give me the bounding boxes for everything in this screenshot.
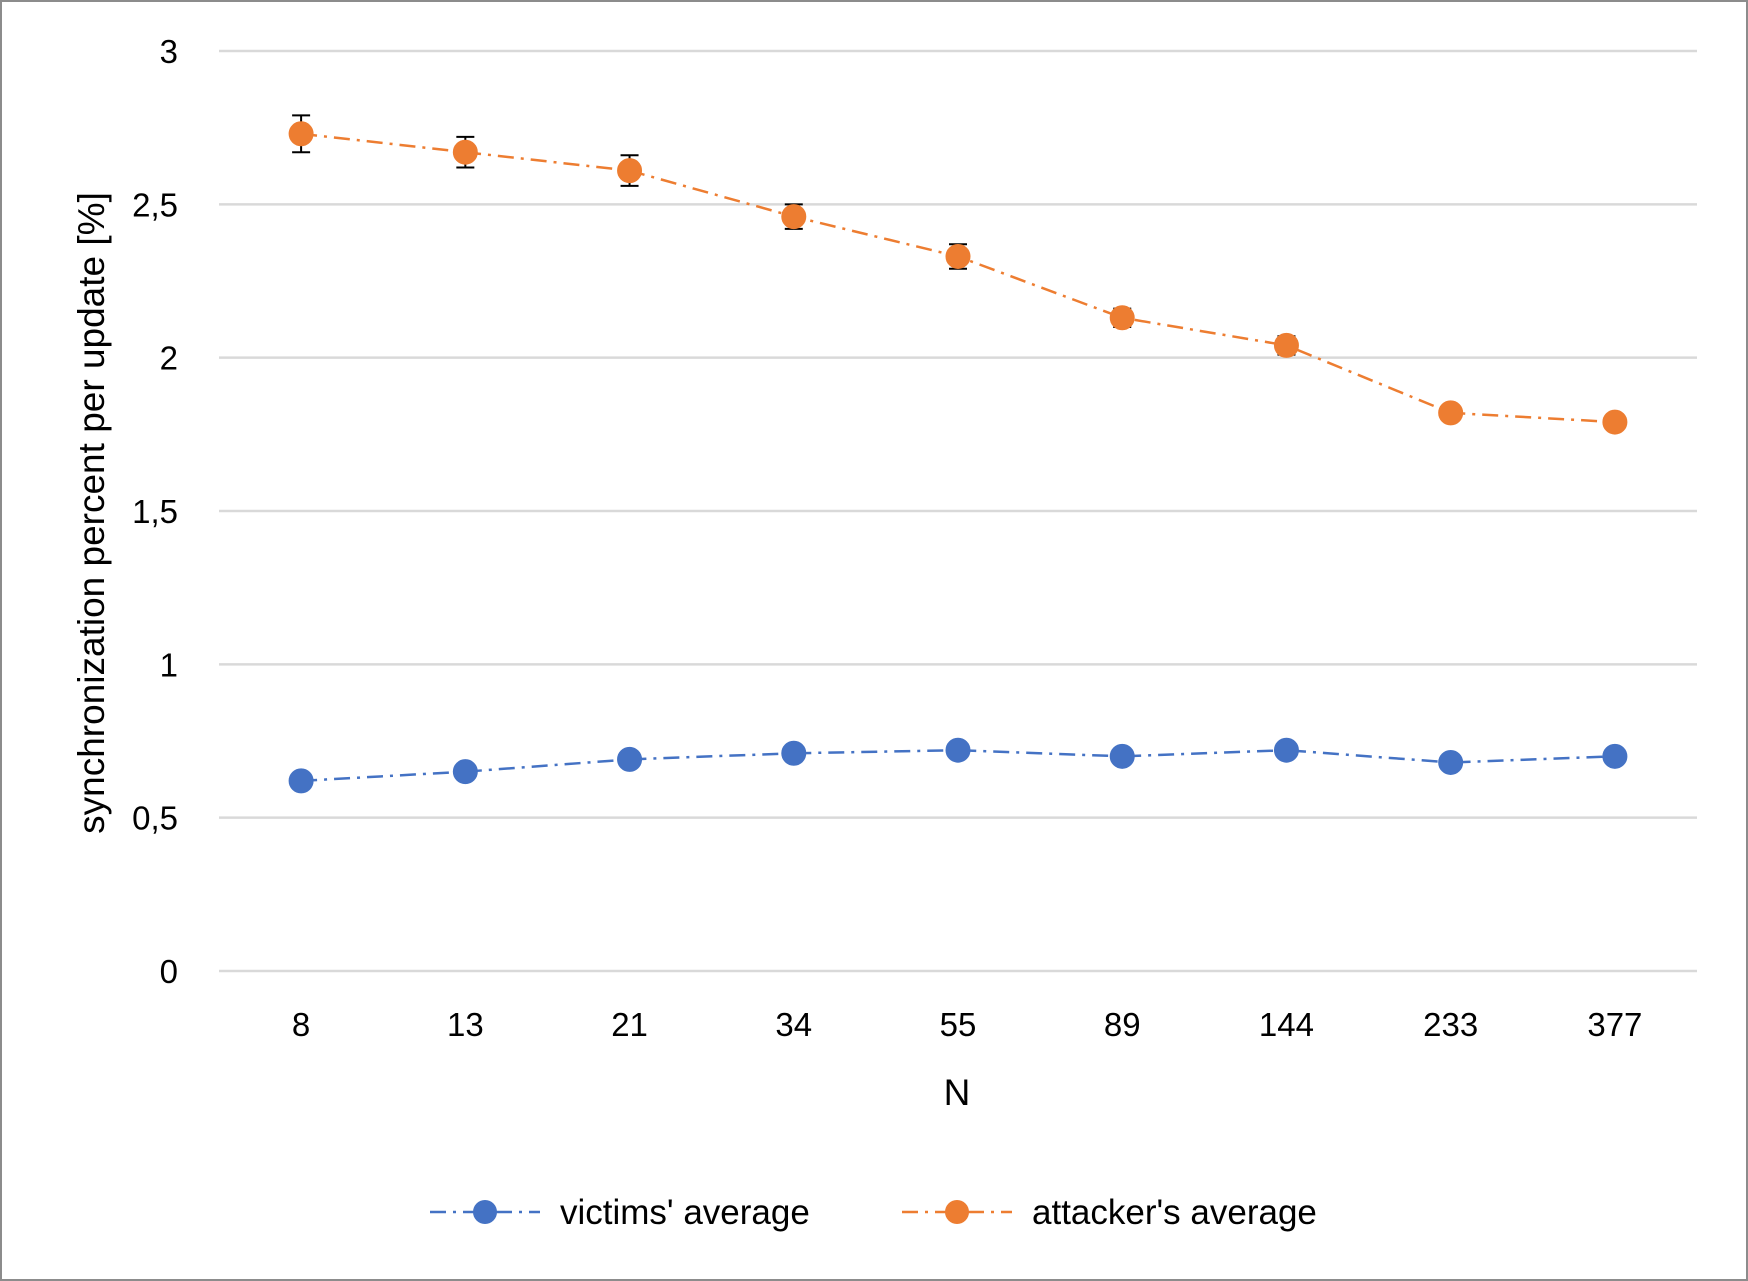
data-point: [781, 204, 807, 230]
data-point: [1438, 749, 1464, 775]
y-tick-label: 2: [160, 340, 178, 377]
x-tick-label: 8: [292, 1006, 310, 1043]
x-tick-label: 89: [1104, 1006, 1141, 1043]
data-point: [452, 759, 478, 785]
data-point: [1109, 305, 1135, 331]
x-tick-labels: 8 13 21 34 55 89 144 233 377: [292, 1006, 1642, 1043]
x-tick-label: 13: [447, 1006, 484, 1043]
data-point: [1438, 400, 1464, 426]
data-point: [1273, 737, 1299, 763]
legend: victims' average attacker's average: [430, 1193, 1317, 1232]
y-tick-label: 0,5: [132, 800, 178, 837]
data-point: [452, 139, 478, 165]
y-tick-label: 3: [160, 33, 178, 70]
legend-item: attacker's average: [902, 1193, 1317, 1232]
legend-marker: [473, 1200, 497, 1224]
y-tick-label: 1,5: [132, 493, 178, 530]
y-tick-label: 2,5: [132, 186, 178, 223]
legend-label: attacker's average: [1032, 1193, 1317, 1232]
data-point: [1109, 743, 1135, 769]
y-axis-title: synchronization percent per update [%]: [71, 192, 112, 834]
y-tick-label: 1: [160, 646, 178, 683]
series-attacker: [288, 114, 1628, 435]
legend-marker: [945, 1200, 969, 1224]
x-tick-label: 377: [1587, 1006, 1642, 1043]
series-group: [288, 114, 1628, 794]
data-point: [1602, 409, 1628, 435]
x-tick-label: 34: [775, 1006, 812, 1043]
data-point: [288, 768, 314, 794]
x-tick-label: 21: [611, 1006, 648, 1043]
x-tick-label: 144: [1259, 1006, 1314, 1043]
series-line: [301, 748, 1615, 783]
y-tick-label: 0: [160, 953, 178, 990]
gridlines: [219, 49, 1697, 973]
data-point: [288, 121, 314, 147]
series-victims: [288, 737, 1628, 794]
data-point: [945, 243, 971, 269]
data-point: [781, 740, 807, 766]
data-point: [1602, 743, 1628, 769]
data-point: [945, 737, 971, 763]
legend-label: victims' average: [560, 1193, 810, 1232]
x-axis-title: N: [944, 1072, 971, 1113]
x-tick-label: 233: [1423, 1006, 1478, 1043]
legend-item: victims' average: [430, 1193, 810, 1232]
y-tick-labels: 0 0,5 1 1,5 2 2,5 3: [132, 33, 178, 990]
data-point: [1273, 332, 1299, 358]
series-line: [300, 132, 1615, 424]
x-tick-label: 55: [940, 1006, 977, 1043]
data-point: [617, 746, 643, 772]
data-point: [617, 158, 643, 184]
